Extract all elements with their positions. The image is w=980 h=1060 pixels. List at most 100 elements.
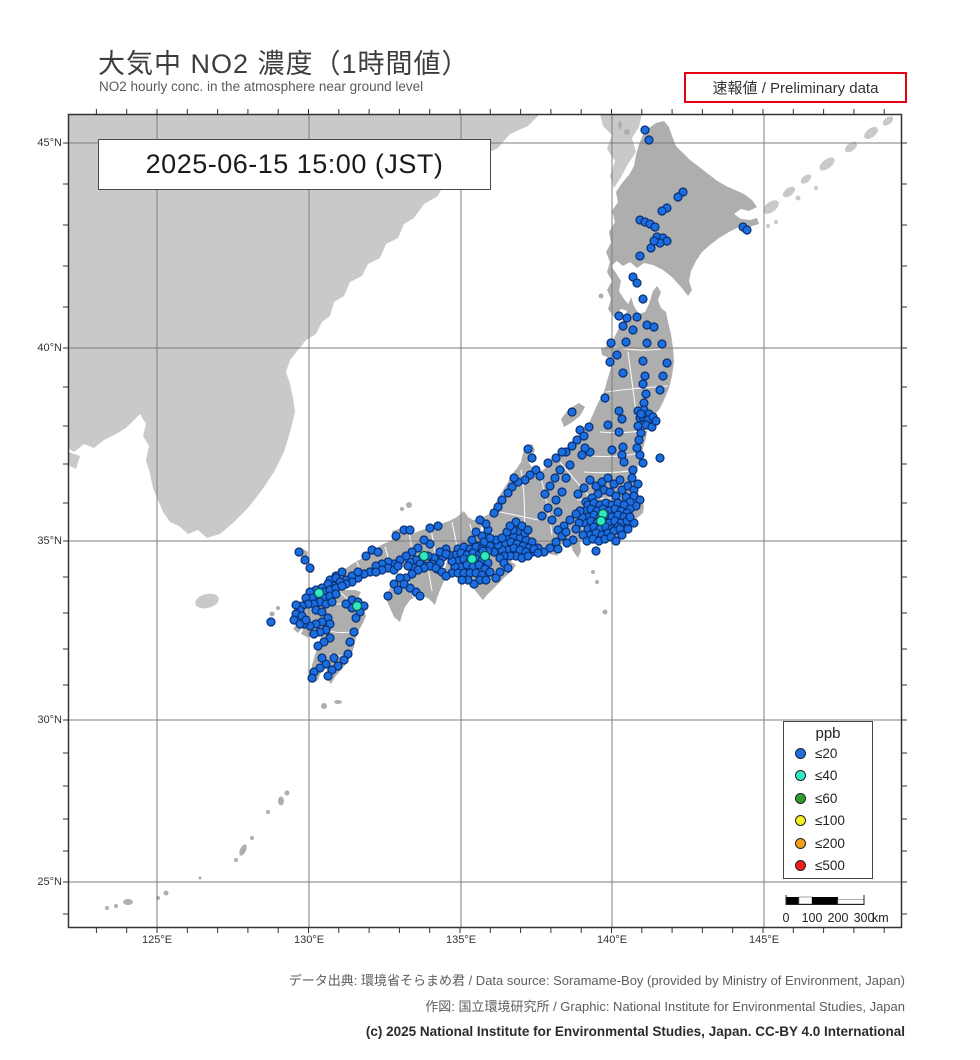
station-dot-le20[interactable]	[562, 538, 572, 548]
station-dot-le20[interactable]	[585, 475, 595, 485]
station-dot-le20[interactable]	[505, 521, 515, 531]
station-dot-le20[interactable]	[632, 278, 642, 288]
station-dot-le20[interactable]	[565, 460, 575, 470]
station-dot-le20[interactable]	[557, 447, 567, 457]
station-dot-le20[interactable]	[535, 471, 545, 481]
station-dot-le20[interactable]	[618, 442, 628, 452]
station-dot-le20[interactable]	[635, 251, 645, 261]
station-dot-le20[interactable]	[543, 503, 553, 513]
station-dot-le20[interactable]	[329, 653, 339, 663]
station-dot-le20[interactable]	[572, 435, 582, 445]
station-dot-le20[interactable]	[497, 495, 507, 505]
station-dot-le20[interactable]	[632, 312, 642, 322]
station-dot-le20[interactable]	[635, 450, 645, 460]
station-dot-le20[interactable]	[561, 473, 571, 483]
station-dot-le20[interactable]	[618, 321, 628, 331]
station-dot-le20[interactable]	[579, 431, 589, 441]
station-dot-le20[interactable]	[471, 527, 481, 537]
station-dot-le20[interactable]	[619, 457, 629, 467]
station-dot-le40[interactable]	[479, 550, 491, 562]
station-dot-le20[interactable]	[331, 589, 341, 599]
station-dot-le20[interactable]	[383, 591, 393, 601]
station-dot-le20[interactable]	[638, 294, 648, 304]
station-dot-le20[interactable]	[481, 575, 491, 585]
station-dot-le20[interactable]	[603, 473, 613, 483]
station-dot-le20[interactable]	[489, 508, 499, 518]
station-dot-le20[interactable]	[547, 515, 557, 525]
station-dot-le20[interactable]	[351, 613, 361, 623]
station-dot-le20[interactable]	[579, 483, 589, 493]
station-dot-le20[interactable]	[393, 585, 403, 595]
station-dot-le20[interactable]	[551, 495, 561, 505]
station-dot-le20[interactable]	[561, 527, 571, 537]
station-dot-le20[interactable]	[345, 637, 355, 647]
station-dot-le20[interactable]	[606, 338, 616, 348]
station-dot-le20[interactable]	[361, 551, 371, 561]
station-dot-le20[interactable]	[611, 536, 621, 546]
station-dot-le20[interactable]	[540, 489, 550, 499]
station-dot-le20[interactable]	[266, 617, 276, 627]
station-dot-le20[interactable]	[607, 445, 617, 455]
station-dot-le20[interactable]	[475, 515, 485, 525]
station-dot-le20[interactable]	[614, 427, 624, 437]
station-dot-le20[interactable]	[405, 525, 415, 535]
station-dot-le20[interactable]	[573, 489, 583, 499]
station-dot-le20[interactable]	[640, 371, 650, 381]
station-dot-le20[interactable]	[337, 567, 347, 577]
station-dot-le20[interactable]	[628, 325, 638, 335]
station-dot-le20[interactable]	[291, 600, 301, 610]
station-dot-le20[interactable]	[623, 524, 633, 534]
station-dot-le20[interactable]	[621, 337, 631, 347]
station-dot-le20[interactable]	[339, 655, 349, 665]
station-dot-le20[interactable]	[491, 573, 501, 583]
station-dot-le20[interactable]	[612, 350, 622, 360]
station-dot-le20[interactable]	[567, 441, 577, 451]
station-dot-le20[interactable]	[625, 512, 635, 522]
station-dot-le20[interactable]	[509, 473, 519, 483]
station-dot-le20[interactable]	[603, 420, 613, 430]
station-dot-le40[interactable]	[466, 553, 478, 565]
station-dot-le20[interactable]	[523, 525, 533, 535]
station-dot-le20[interactable]	[655, 385, 665, 395]
station-dot-le20[interactable]	[341, 599, 351, 609]
station-dot-le20[interactable]	[457, 575, 467, 585]
station-dot-le20[interactable]	[307, 673, 317, 683]
station-dot-le20[interactable]	[571, 509, 581, 519]
station-dot-le40[interactable]	[351, 600, 363, 612]
station-dot-le40[interactable]	[313, 587, 325, 599]
station-dot-le20[interactable]	[433, 521, 443, 531]
station-dot-le20[interactable]	[567, 407, 577, 417]
station-dot-le20[interactable]	[633, 479, 643, 489]
station-dot-le20[interactable]	[485, 567, 495, 577]
station-dot-le20[interactable]	[523, 444, 533, 454]
station-dot-le20[interactable]	[638, 458, 648, 468]
station-dot-le20[interactable]	[628, 465, 638, 475]
station-dot-le20[interactable]	[650, 222, 660, 232]
station-dot-le20[interactable]	[557, 487, 567, 497]
station-dot-le20[interactable]	[657, 339, 667, 349]
station-dot-le20[interactable]	[615, 475, 625, 485]
station-dot-le20[interactable]	[441, 549, 451, 559]
station-dot-le20[interactable]	[553, 507, 563, 517]
station-dot-le20[interactable]	[662, 358, 672, 368]
station-dot-le20[interactable]	[614, 311, 624, 321]
station-dot-le20[interactable]	[646, 243, 656, 253]
station-dot-le40[interactable]	[418, 550, 430, 562]
station-dot-le20[interactable]	[655, 453, 665, 463]
station-dot-le20[interactable]	[605, 357, 615, 367]
station-dot-le20[interactable]	[584, 422, 594, 432]
station-dot-le20[interactable]	[300, 555, 310, 565]
station-dot-le20[interactable]	[419, 535, 429, 545]
station-dot-le20[interactable]	[657, 206, 667, 216]
station-dot-le20[interactable]	[634, 435, 644, 445]
station-dot-le20[interactable]	[415, 591, 425, 601]
station-dot-le20[interactable]	[503, 563, 513, 573]
station-dot-le20[interactable]	[617, 414, 627, 424]
station-dot-le20[interactable]	[393, 561, 403, 571]
station-dot-le20[interactable]	[425, 523, 435, 533]
station-dot-le20[interactable]	[337, 581, 347, 591]
station-dot-le20[interactable]	[441, 571, 451, 581]
station-dot-le20[interactable]	[391, 531, 401, 541]
station-dot-le20[interactable]	[305, 563, 315, 573]
station-dot-le20[interactable]	[317, 653, 327, 663]
